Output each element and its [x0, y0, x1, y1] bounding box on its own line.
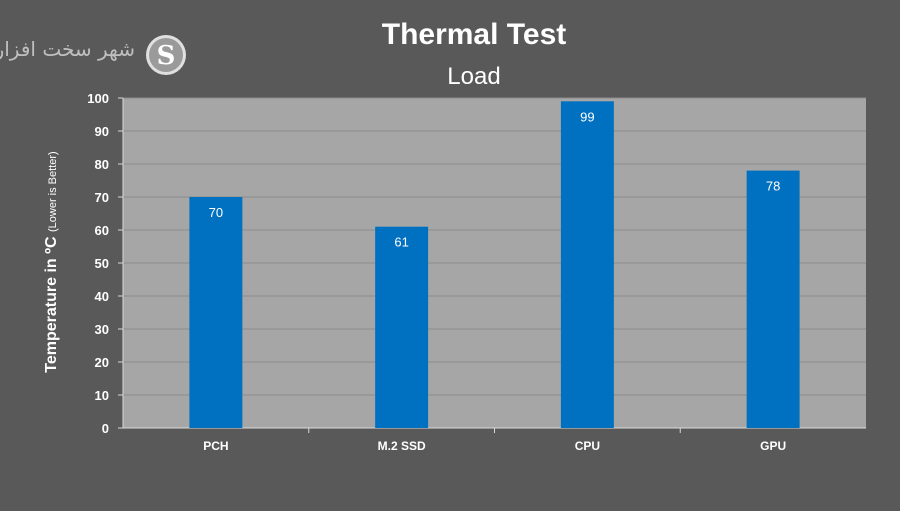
chart-subtitle: Load	[447, 63, 500, 90]
data-label: 99	[580, 109, 594, 124]
bar-m-2-ssd	[375, 226, 429, 428]
bar-cpu	[560, 101, 614, 429]
x-axis-labels: PCH M.2 SSD CPU GPU	[203, 428, 786, 453]
x-tick-label: GPU	[760, 439, 786, 453]
logo: شهر سخت افزار S	[0, 35, 186, 75]
data-label: 70	[209, 205, 223, 220]
y-tick-label: 30	[95, 322, 109, 337]
bar-gpu	[746, 170, 800, 428]
y-tick-label: 40	[95, 289, 109, 304]
data-label: 78	[766, 179, 780, 194]
y-tick-label: 0	[102, 421, 109, 436]
data-label: 61	[394, 235, 408, 250]
y-tick-label: 80	[95, 157, 109, 172]
x-tick-label: CPU	[575, 439, 600, 453]
y-tick-label: 70	[95, 190, 109, 205]
bars: 70 61 99 78	[189, 101, 800, 429]
x-tick-label: M.2 SSD	[378, 439, 426, 453]
y-axis-title-main: Temperature in ºC	[43, 236, 60, 373]
y-tick-label: 50	[95, 256, 109, 271]
y-axis-title-note: (Lower is Better)	[47, 151, 59, 232]
y-tick-label: 10	[95, 388, 109, 403]
y-axis-title: Temperature in ºC (Lower is Better)	[43, 151, 60, 372]
x-tick-label: PCH	[203, 439, 228, 453]
y-tick-label: 100	[87, 91, 109, 106]
s-logo-icon: S	[146, 35, 186, 75]
chart-title: Thermal Test	[382, 18, 567, 51]
logo-text: شهر سخت افزار	[0, 37, 135, 61]
bar-pch	[189, 197, 243, 428]
y-tick-label: 60	[95, 223, 109, 238]
y-tick-label: 20	[95, 355, 109, 370]
svg-text:S: S	[157, 41, 176, 71]
y-tick-label: 90	[95, 124, 109, 139]
gridlines	[123, 97, 866, 429]
